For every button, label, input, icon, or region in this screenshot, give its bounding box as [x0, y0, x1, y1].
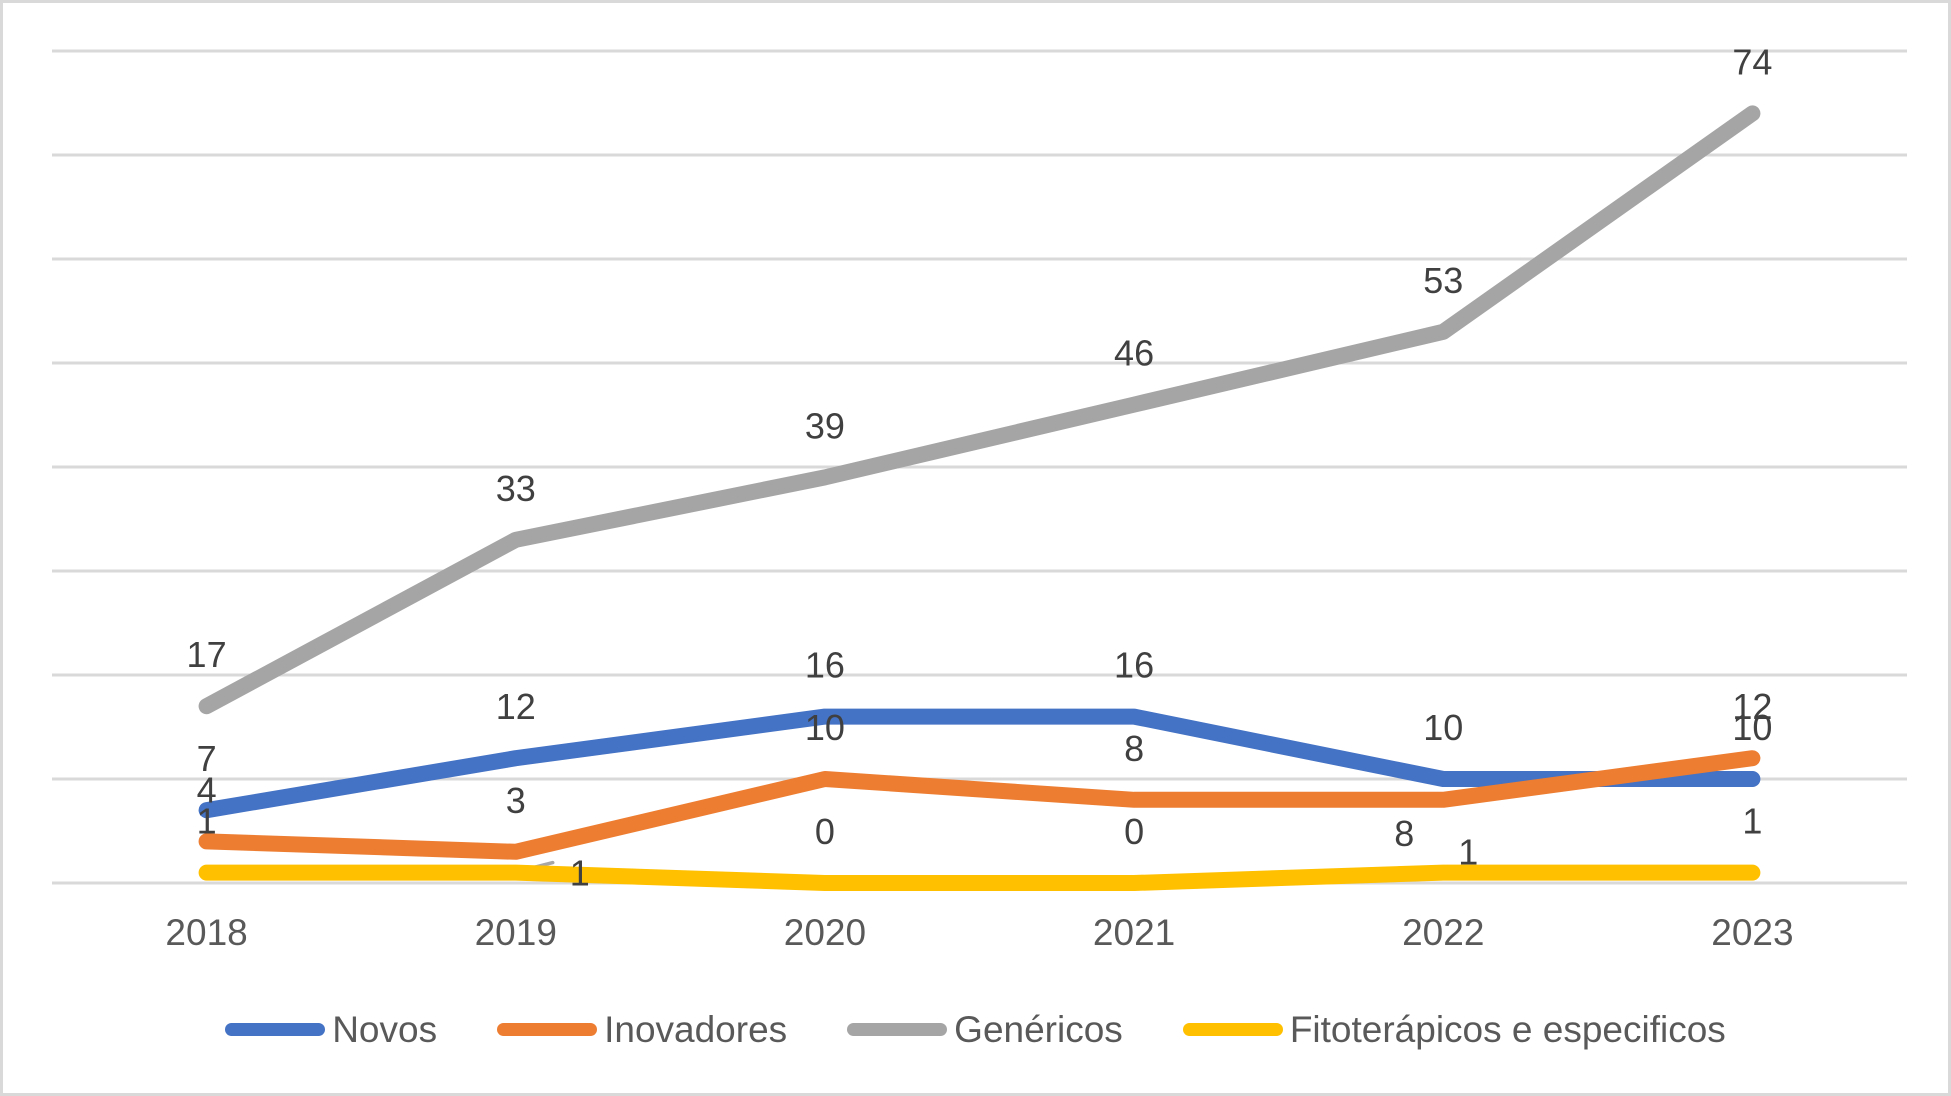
legend-item-fitoterapicos-e-especificos: Fitoterápicos e especificos — [1182, 1008, 1726, 1050]
data-label-inovadores-2020: 10 — [805, 707, 845, 748]
data-label-fitoterapicos-e-especificos-2022: 1 — [1458, 832, 1478, 873]
data-label-genericos-2022: 53 — [1423, 260, 1463, 301]
data-label-genericos-2021: 46 — [1114, 333, 1154, 374]
legend-marker-fitoterapicos-e-especificos — [1182, 1022, 1283, 1036]
x-axis-labels: 2018 2019 2020 2021 2022 2023 — [165, 912, 1793, 953]
legend-label: Inovadores — [604, 1008, 788, 1050]
legend-marker-inovadores — [497, 1022, 598, 1036]
legend-item-genericos: Genéricos — [847, 1011, 1123, 1048]
data-label-novos-2022: 10 — [1423, 707, 1463, 748]
data-label-inovadores-2019: 3 — [506, 780, 526, 821]
legend-label: Novos — [332, 1008, 438, 1050]
data-label-novos-2019: 12 — [496, 686, 536, 727]
data-label-genericos-2018: 17 — [187, 634, 227, 675]
data-label-genericos-2023: 74 — [1732, 41, 1772, 82]
data-label-fitoterapicos-e-especificos-2021: 0 — [1124, 811, 1144, 852]
data-label-inovadores-2023: 12 — [1732, 686, 1772, 727]
legend-item-novos: Novos — [225, 1011, 437, 1048]
legend-marker-novos — [225, 1022, 326, 1036]
data-label-fitoterapicos-e-especificos-2018: 1 — [197, 801, 217, 842]
data-label-inovadores-2021: 8 — [1124, 728, 1144, 769]
x-axis-label-2023: 2023 — [1711, 912, 1793, 953]
data-label-fitoterapicos-e-especificos-2023: 1 — [1742, 801, 1762, 842]
x-axis-label-2019: 2019 — [475, 912, 557, 953]
x-axis-label-2020: 2020 — [784, 912, 866, 953]
series-line-novos — [198, 708, 1761, 819]
series-line-fitoterapicos-e-especificos — [198, 864, 1761, 891]
x-axis-label-2018: 2018 — [165, 912, 247, 953]
data-label-genericos-2019: 33 — [496, 468, 536, 509]
data-label-genericos-2020: 39 — [805, 405, 845, 446]
data-label-novos-2021: 16 — [1114, 645, 1154, 686]
data-label-inovadores-2022: 8 — [1394, 813, 1414, 854]
data-label-fitoterapicos-e-especificos-2019: 1 — [570, 853, 590, 894]
data-label-fitoterapicos-e-especificos-2020: 0 — [815, 811, 835, 852]
legend-label: Fitoterápicos e especificos — [1289, 1008, 1726, 1050]
data-label-novos-2018: 7 — [197, 738, 217, 779]
series-line-inovadores — [198, 750, 1761, 860]
x-axis-label-2022: 2022 — [1402, 912, 1484, 953]
x-axis-label-2021: 2021 — [1093, 912, 1175, 953]
data-label-novos-2020: 16 — [805, 645, 845, 686]
data-label-inovadores-2018: 4 — [197, 769, 217, 810]
series-lines — [198, 105, 1761, 891]
legend-item-inovadores: Inovadores — [497, 1011, 787, 1048]
chart-legend: Novos Inovadores Genéricos Fitoterápicos e … — [3, 1003, 1948, 1055]
data-label-novos-2023: 10 — [1732, 707, 1772, 748]
legend-marker-genericos — [847, 1022, 948, 1036]
series-line-genericos — [198, 105, 1761, 715]
gridlines — [52, 49, 1907, 885]
legend-label: Genéricos — [954, 1008, 1123, 1050]
